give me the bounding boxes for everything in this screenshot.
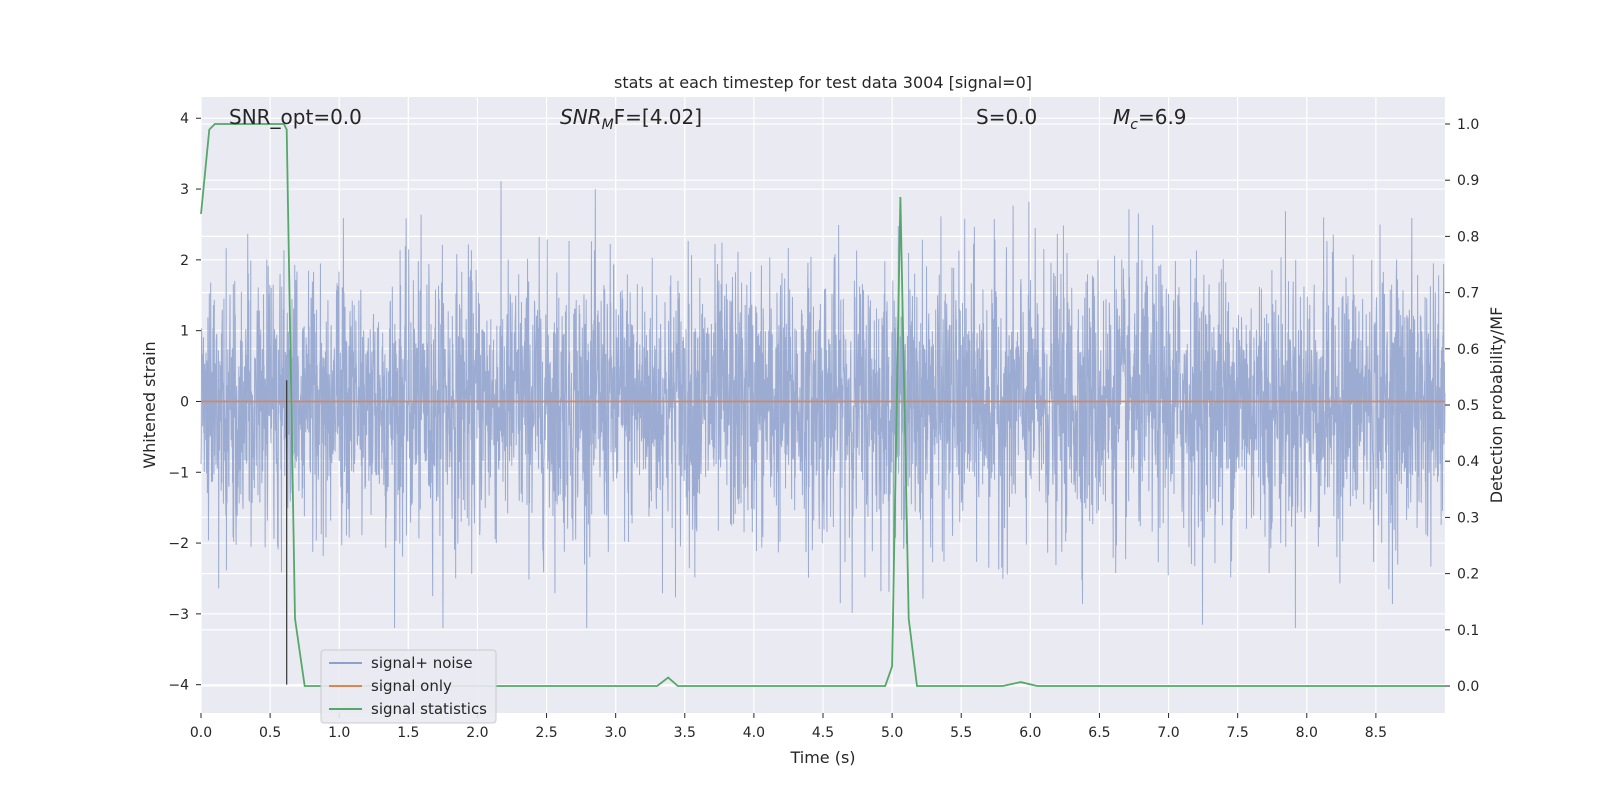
y2-tick-label: 0.8 (1457, 229, 1479, 245)
x-tick-label: 0.0 (190, 725, 212, 741)
y-tick-label: −1 (168, 465, 189, 481)
x-tick-label: 4.0 (743, 725, 765, 741)
legend: signal+ noise signal only signal statist… (320, 649, 497, 724)
y2-axis-ticks: 1.0 0.9 0.8 0.7 0.6 0.5 0.4 0.3 0.2 0.1 0.0 (1445, 117, 1479, 695)
y-axis-label: Whitened strain (140, 341, 159, 468)
annotation-snr-opt: SNR_opt=0.0 (229, 105, 362, 129)
y2-tick-label: 0.3 (1457, 510, 1479, 526)
x-tick-label: 2.5 (535, 725, 557, 741)
snr-mf-base: SNR (560, 105, 602, 129)
y-tick-label: 4 (180, 111, 189, 127)
legend-box (320, 649, 497, 724)
y2-tick-label: 0.0 (1457, 679, 1479, 695)
snr-mf-rest: F=[4.02] (614, 105, 702, 129)
x-tick-label: 7.5 (1227, 725, 1249, 741)
signal-statistics-line (200, 123, 1445, 687)
y-axis-ticks: 4 3 2 1 0 −1 −2 −3 −4 (168, 111, 201, 694)
y2-tick-label: 0.4 (1457, 454, 1479, 470)
y-tick-label: −4 (168, 678, 189, 694)
x-tick-label: 7.0 (1157, 725, 1179, 741)
y2-tick-label: 0.5 (1457, 398, 1479, 414)
y2-tick-label: 0.2 (1457, 567, 1479, 583)
y2-tick-label: 1.0 (1457, 117, 1479, 133)
y2-tick-label: 0.1 (1457, 623, 1479, 639)
y-tick-label: 1 (180, 324, 189, 340)
y-tick-label: 0 (180, 394, 189, 410)
mc-base: M (1113, 105, 1130, 129)
x-axis-label: Time (s) (789, 748, 855, 767)
x-tick-label: 4.5 (812, 725, 834, 741)
mc-rest: =6.9 (1138, 105, 1187, 129)
x-tick-label: 1.5 (397, 725, 419, 741)
x-tick-label: 3.0 (605, 725, 627, 741)
x-tick-label: 1.0 (328, 725, 350, 741)
x-tick-label: 6.0 (1019, 725, 1041, 741)
y2-axis-label: Detection probability/MF (1487, 307, 1506, 504)
legend-label-signal-noise: signal+ noise (371, 654, 473, 672)
x-tick-label: 8.5 (1365, 725, 1387, 741)
chart-title: stats at each timestep for test data 300… (614, 73, 1032, 92)
line-series (200, 123, 1445, 687)
x-tick-label: 8.0 (1296, 725, 1318, 741)
y-tick-label: 2 (180, 253, 189, 269)
legend-label-signal-statistics: signal statistics (371, 700, 487, 718)
x-tick-label: 2.0 (466, 725, 488, 741)
x-tick-label: 0.5 (259, 725, 281, 741)
signal-noise-series (200, 181, 1446, 629)
signal-noise-line (200, 181, 1446, 629)
annotation-mc: Mc=6.9 (1113, 105, 1187, 133)
y2-tick-label: 0.6 (1457, 342, 1479, 358)
y-tick-label: −3 (168, 607, 189, 623)
annotation-snr-mf: SNRMF=[4.02] (560, 105, 702, 133)
y-tick-label: −2 (168, 536, 189, 552)
x-tick-label: 5.5 (950, 725, 972, 741)
y-tick-label: 3 (180, 182, 189, 198)
y2-tick-label: 0.9 (1457, 173, 1479, 189)
x-tick-label: 6.5 (1088, 725, 1110, 741)
y2-tick-label: 0.7 (1457, 286, 1479, 302)
x-tick-label: 3.5 (674, 725, 696, 741)
legend-label-signal-only: signal only (371, 677, 452, 695)
snr-mf-sub: M (602, 117, 614, 133)
mc-sub: c (1130, 117, 1138, 133)
x-tick-label: 5.0 (881, 725, 903, 741)
x-axis-ticks: 0.0 0.5 1.0 1.5 2.0 2.5 3.0 3.5 4.0 4.5 5.0 5.5 6.0 6… (190, 713, 1387, 741)
annotation-s: S=0.0 (976, 105, 1037, 129)
